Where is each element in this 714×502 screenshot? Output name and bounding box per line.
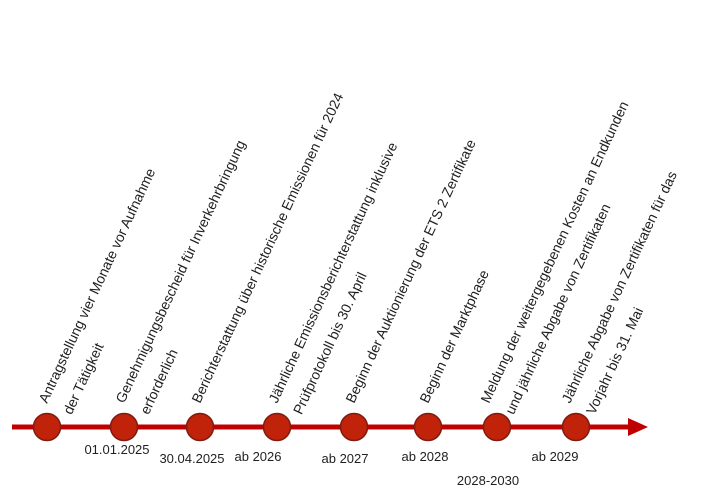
event-label-line: Beginn der Marktphase bbox=[416, 267, 492, 405]
event-date: ab 2026 bbox=[235, 449, 282, 464]
event-marker bbox=[339, 412, 369, 442]
event-label-line: Beginn der Auktionierung der ETS 2 Zerti… bbox=[342, 137, 479, 406]
event-marker bbox=[413, 412, 443, 442]
event-marker bbox=[109, 412, 139, 442]
event-date: 01.01.2025 bbox=[84, 442, 149, 457]
event-marker bbox=[482, 412, 512, 442]
event-date: ab 2029 bbox=[532, 449, 579, 464]
timeline-arrowhead bbox=[628, 418, 648, 436]
event-date: ab 2027 bbox=[322, 451, 369, 466]
event-marker bbox=[32, 412, 62, 442]
event-label: Beginn der Auktionierung der ETS 2 Zerti… bbox=[342, 137, 479, 406]
event-marker bbox=[561, 412, 591, 442]
event-date: ab 2028 bbox=[402, 449, 449, 464]
event-label-line: Genehmigungsbescheid für Inverkehrbringu… bbox=[112, 138, 248, 406]
event-marker bbox=[185, 412, 215, 442]
event-date: 2028-2030 bbox=[457, 473, 519, 488]
event-label-line: Jährliche Emissionsberichterstattung ink… bbox=[265, 139, 400, 405]
event-label: Beginn der Marktphase bbox=[416, 267, 492, 405]
event-marker bbox=[262, 412, 292, 442]
event-date: 30.04.2025 bbox=[159, 451, 224, 466]
